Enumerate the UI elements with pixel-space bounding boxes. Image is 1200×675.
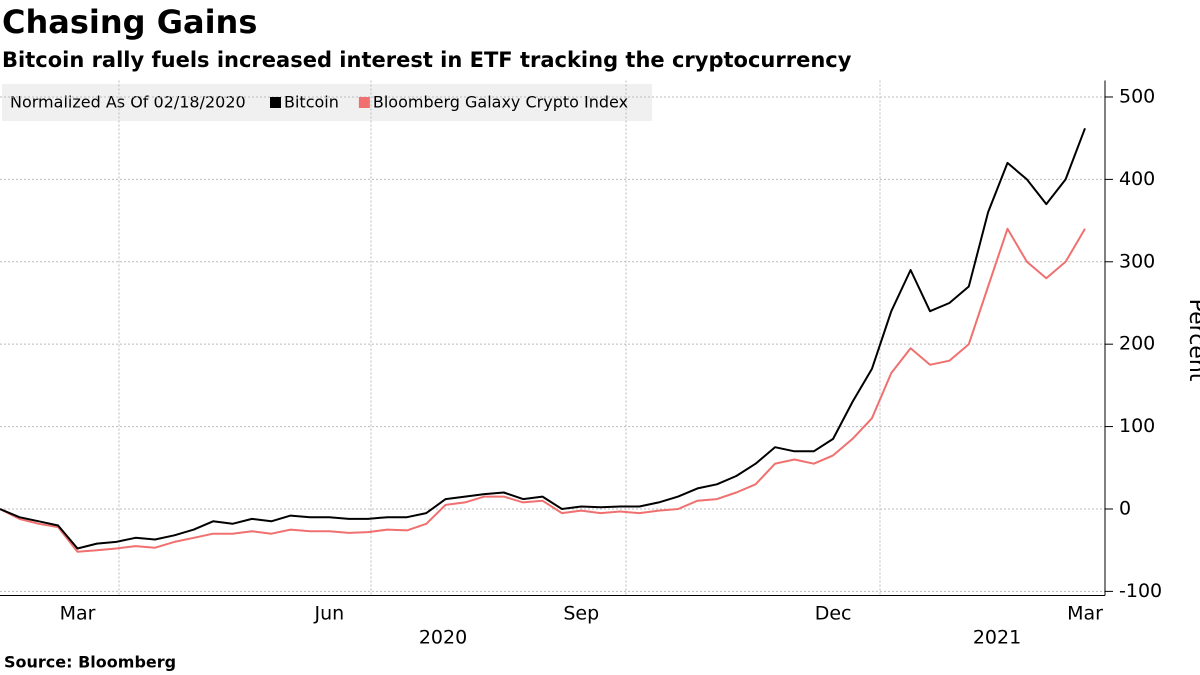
legend-swatch <box>358 97 370 108</box>
x-tick-label: Dec <box>815 603 852 625</box>
y-tick-label: 500 <box>1119 85 1155 107</box>
legend-note: Normalized As Of 02/18/2020 <box>10 93 246 112</box>
legend-box <box>2 84 652 121</box>
y-tick-label: 200 <box>1119 333 1155 355</box>
x-tick-label: Sep <box>563 603 599 625</box>
y-tick-label: -100 <box>1119 580 1162 602</box>
x-tick-label: Mar <box>1067 603 1103 625</box>
y-axis-label: Percent <box>1184 299 1200 382</box>
legend-label: Bitcoin <box>284 93 339 112</box>
y-tick-label: 400 <box>1119 168 1155 190</box>
legend-label: Bloomberg Galaxy Crypto Index <box>373 93 628 112</box>
source: Source: Bloomberg <box>4 653 176 672</box>
year-label: 2021 <box>973 627 1021 649</box>
year-label: 2020 <box>419 627 467 649</box>
x-tick-label: Mar <box>60 603 96 625</box>
y-tick-label: 0 <box>1119 497 1131 519</box>
series-line <box>0 127 1086 550</box>
y-tick-label: 300 <box>1119 250 1155 272</box>
series-line <box>0 227 1086 553</box>
legend-swatch <box>270 97 281 108</box>
chart-title: Chasing Gains <box>2 3 257 41</box>
y-tick-label: 100 <box>1119 415 1155 437</box>
x-tick-label: Jun <box>314 603 345 625</box>
chart-subtitle: Bitcoin rally fuels increased interest i… <box>2 48 852 72</box>
